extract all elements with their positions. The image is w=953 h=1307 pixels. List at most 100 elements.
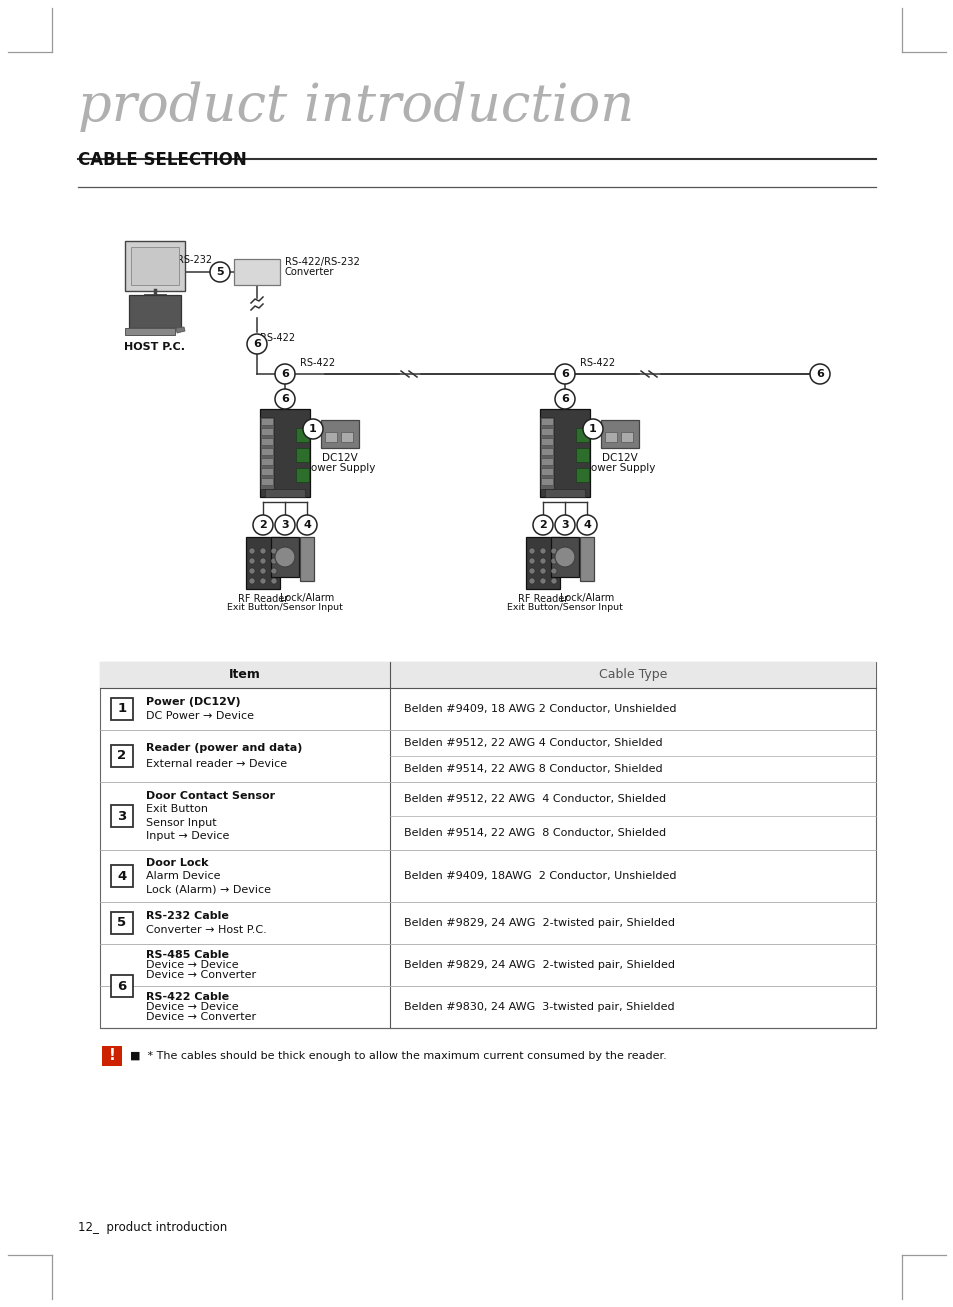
Circle shape <box>249 558 254 565</box>
Text: 1: 1 <box>589 423 597 434</box>
Text: Belden #9409, 18AWG  2 Conductor, Unshielded: Belden #9409, 18AWG 2 Conductor, Unshiel… <box>403 870 676 881</box>
Circle shape <box>539 558 545 565</box>
Bar <box>265 489 305 497</box>
Circle shape <box>303 420 323 439</box>
Text: Sensor Input: Sensor Input <box>146 818 216 827</box>
Text: Exit Button: Exit Button <box>146 804 208 814</box>
Bar <box>544 489 584 497</box>
Bar <box>261 438 273 444</box>
Text: RS-485 Cable: RS-485 Cable <box>146 949 229 959</box>
Bar <box>539 417 554 489</box>
Circle shape <box>539 569 545 574</box>
Text: Door Contact Sensor: Door Contact Sensor <box>146 791 274 801</box>
Bar <box>299 537 314 582</box>
Bar <box>111 698 132 720</box>
Text: RS-422 Cable: RS-422 Cable <box>146 992 229 1001</box>
Bar <box>579 537 594 582</box>
Circle shape <box>253 515 273 535</box>
Text: 5: 5 <box>117 916 127 929</box>
Text: Power Supply: Power Supply <box>305 463 375 473</box>
Circle shape <box>555 548 575 567</box>
Bar <box>125 328 174 335</box>
Circle shape <box>274 548 294 567</box>
Text: Exit Button/Sensor Input: Exit Button/Sensor Input <box>507 603 622 612</box>
Text: Lock/Alarm: Lock/Alarm <box>279 593 334 603</box>
Bar <box>129 295 181 328</box>
Bar <box>540 478 553 485</box>
Text: 6: 6 <box>253 339 261 349</box>
Text: RS-422/RS-232: RS-422/RS-232 <box>285 257 359 267</box>
Circle shape <box>539 578 545 584</box>
Bar <box>111 865 132 887</box>
Text: Lock/Alarm: Lock/Alarm <box>559 593 614 603</box>
Bar <box>102 1046 122 1067</box>
Bar <box>539 409 589 497</box>
Text: Reader (power and data): Reader (power and data) <box>146 742 302 753</box>
Bar <box>551 537 578 576</box>
Circle shape <box>260 578 266 584</box>
Polygon shape <box>175 327 185 333</box>
Text: Belden #9512, 22 AWG  4 Conductor, Shielded: Belden #9512, 22 AWG 4 Conductor, Shield… <box>403 793 665 804</box>
Bar <box>100 663 875 687</box>
Circle shape <box>271 578 276 584</box>
Circle shape <box>582 420 602 439</box>
FancyBboxPatch shape <box>233 259 280 285</box>
Text: CABLE SELECTION: CABLE SELECTION <box>78 152 247 169</box>
Text: 3: 3 <box>560 520 568 531</box>
Text: 1: 1 <box>117 702 127 715</box>
Circle shape <box>271 548 276 554</box>
Bar <box>540 448 553 455</box>
Text: RS-422: RS-422 <box>260 333 294 342</box>
Circle shape <box>555 365 575 384</box>
Bar <box>340 433 353 442</box>
Bar <box>261 457 273 465</box>
Text: 4: 4 <box>582 520 590 531</box>
Text: DC Power → Device: DC Power → Device <box>146 711 253 721</box>
Circle shape <box>274 365 294 384</box>
Text: Device → Device: Device → Device <box>146 961 238 970</box>
Bar <box>540 468 553 474</box>
Text: 6: 6 <box>560 369 568 379</box>
Text: RF Reader: RF Reader <box>237 593 288 604</box>
Bar <box>111 975 132 997</box>
Circle shape <box>529 548 535 554</box>
Circle shape <box>274 515 294 535</box>
Circle shape <box>274 389 294 409</box>
Text: Converter: Converter <box>285 267 335 277</box>
Circle shape <box>533 515 553 535</box>
Bar <box>320 420 358 448</box>
Text: DC12V: DC12V <box>322 454 357 463</box>
Circle shape <box>539 548 545 554</box>
Bar <box>271 537 298 576</box>
Circle shape <box>210 261 230 282</box>
Bar <box>100 663 875 1029</box>
Circle shape <box>529 578 535 584</box>
Text: Belden #9514, 22 AWG  8 Conductor, Shielded: Belden #9514, 22 AWG 8 Conductor, Shield… <box>403 829 665 838</box>
Text: Input → Device: Input → Device <box>146 831 229 842</box>
Bar <box>260 409 310 497</box>
Text: Alarm Device: Alarm Device <box>146 870 220 881</box>
Text: 6: 6 <box>815 369 823 379</box>
Text: RS-422: RS-422 <box>299 358 335 369</box>
Bar <box>540 457 553 465</box>
Text: Belden #9409, 18 AWG 2 Conductor, Unshielded: Belden #9409, 18 AWG 2 Conductor, Unshie… <box>403 704 676 714</box>
Circle shape <box>271 558 276 565</box>
Text: 6: 6 <box>117 979 127 992</box>
Text: 1: 1 <box>309 423 316 434</box>
Bar <box>576 448 588 461</box>
Bar <box>295 448 309 461</box>
Bar <box>261 448 273 455</box>
Text: 6: 6 <box>281 369 289 379</box>
Text: Belden #9830, 24 AWG  3-twisted pair, Shielded: Belden #9830, 24 AWG 3-twisted pair, Shi… <box>403 1002 674 1012</box>
Text: HOST P.C.: HOST P.C. <box>125 342 185 352</box>
Bar <box>111 912 132 935</box>
Circle shape <box>271 569 276 574</box>
Text: ■  * The cables should be thick enough to allow the maximum current consumed by : ■ * The cables should be thick enough to… <box>130 1051 666 1061</box>
Bar <box>137 318 172 322</box>
Text: Exit Button/Sensor Input: Exit Button/Sensor Input <box>227 603 342 612</box>
Bar <box>261 418 273 425</box>
Bar <box>600 420 639 448</box>
Text: 5: 5 <box>216 267 224 277</box>
Text: Device → Converter: Device → Converter <box>146 1013 255 1022</box>
Text: Belden #9829, 24 AWG  2-twisted pair, Shielded: Belden #9829, 24 AWG 2-twisted pair, Shi… <box>403 961 675 970</box>
